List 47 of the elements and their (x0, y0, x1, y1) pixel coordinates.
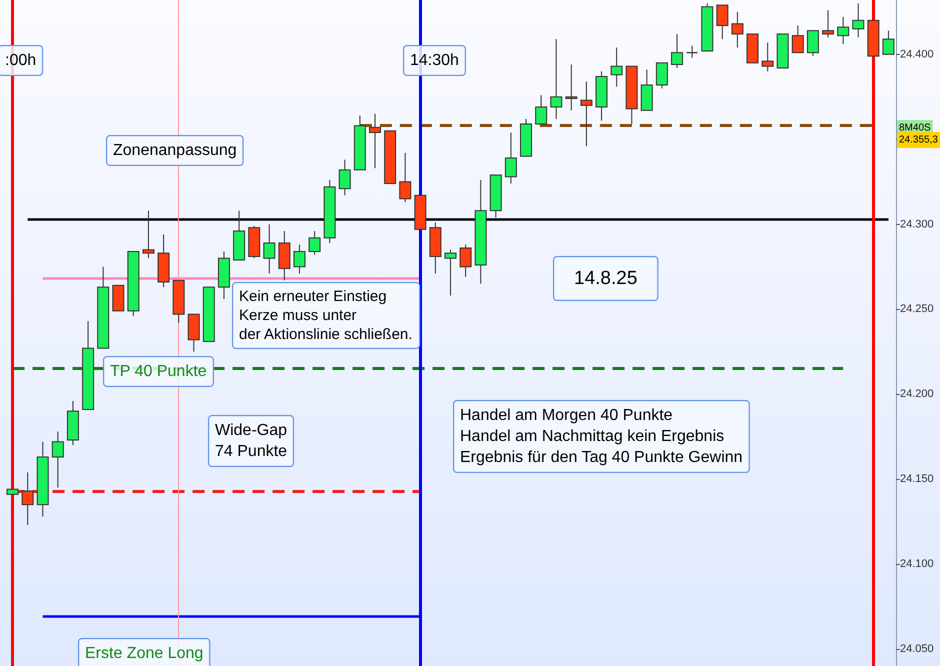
candlestick (368, 113, 381, 169)
candlestick (610, 47, 623, 88)
candlestick (460, 244, 472, 278)
annotation: Erste Zone Long (85, 645, 204, 662)
candlestick (52, 431, 64, 488)
annotation: :00h (5, 52, 36, 69)
candlestick (671, 33, 684, 68)
candlestick (762, 42, 774, 72)
candlestick (580, 81, 592, 147)
annotation: Handel am Morgen 40 Punkte Handel am Nachmittag kein Ergebnis Ergebnis für den Tag 40 Punkte Gewinn (460, 407, 743, 466)
y-tick-label: 24.200 (900, 388, 934, 400)
candlestick (656, 62, 668, 89)
candlestick (806, 30, 819, 57)
y-tick-label: 24.250 (900, 303, 934, 316)
candlestick (882, 30, 894, 55)
candlestick (822, 10, 834, 38)
candlestick (22, 472, 34, 526)
annotation: Wide-Gap 74 Punkte (215, 422, 288, 460)
candlestick (550, 38, 562, 120)
candlestick (399, 152, 412, 203)
candlestick (837, 16, 850, 45)
y-tick-label: 24.050 (900, 643, 934, 656)
y-tick-label: 24.150 (900, 473, 934, 486)
annotation: 14.8.25 (574, 268, 638, 289)
y-tick-label: 24.100 (900, 558, 934, 570)
candlestick (444, 249, 456, 296)
text: 24.355,3 (899, 134, 938, 146)
candlestick (852, 2, 864, 38)
candlestick (792, 24, 804, 54)
candlestick (293, 244, 306, 274)
candlestick (308, 230, 321, 256)
annotation: Kein erneuter Einstieg Kerze muss unter der Aktionslinie schließen. (239, 288, 412, 343)
candlestick (731, 11, 744, 48)
y-tick-label: 24.300 (900, 218, 934, 230)
annotation: 14:30h (410, 52, 459, 69)
y-tick-label: 24.400 (900, 48, 934, 60)
candlestick (716, 4, 728, 40)
candlestick (142, 210, 154, 259)
candlestick (338, 159, 351, 196)
annotation: Zonenanpassung (113, 142, 237, 159)
text: 8M40S (899, 122, 932, 134)
candlestick (263, 224, 276, 274)
candlestick (504, 132, 517, 184)
candlestick (686, 45, 698, 58)
annotation: TP 40 Punkte (110, 363, 207, 380)
candlestick (565, 64, 578, 111)
candlestick (535, 94, 548, 125)
